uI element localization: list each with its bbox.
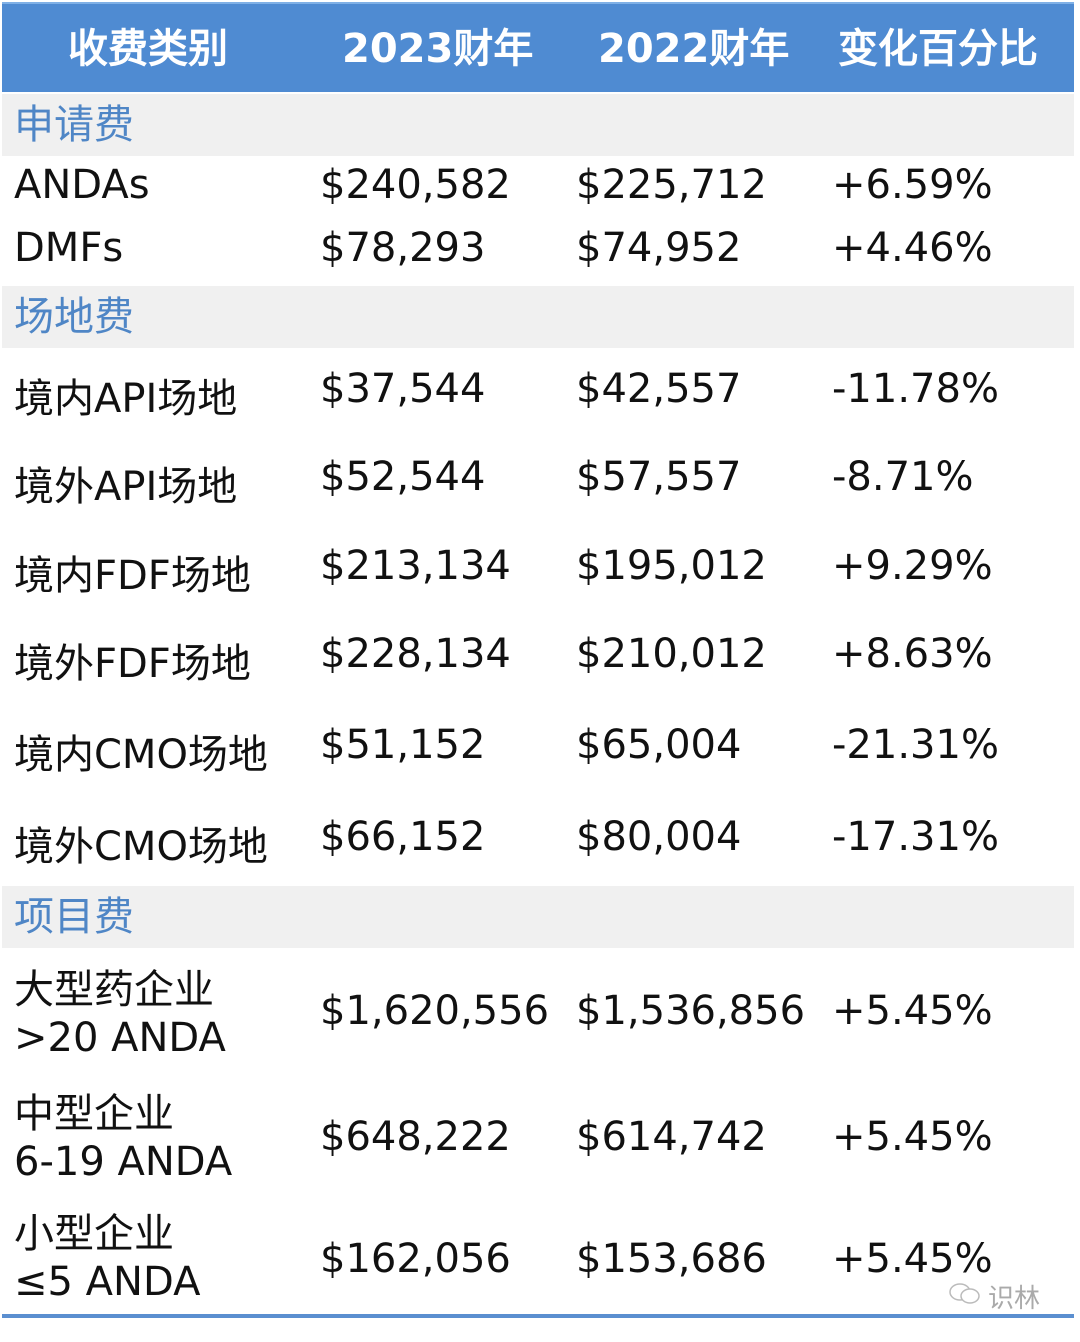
cell-fy2022: $57,557 bbox=[576, 454, 742, 500]
cell-fy2023: $1,620,556 bbox=[320, 988, 550, 1034]
cell-category: 境内FDF场地 bbox=[14, 553, 251, 599]
cell-fy2022: $153,686 bbox=[576, 1236, 767, 1282]
cell-category: DMFs bbox=[14, 225, 124, 271]
cell-change: -21.31% bbox=[832, 722, 999, 768]
cell-fy2023: $51,152 bbox=[320, 722, 486, 768]
cell-change: +9.29% bbox=[832, 543, 993, 589]
header-fy2022: 2022财年 bbox=[598, 26, 790, 72]
cell-change: -11.78% bbox=[832, 366, 999, 412]
cell-fy2023: $228,134 bbox=[320, 631, 511, 677]
cell-category: 小型企业 ≤5 ANDA bbox=[14, 1211, 201, 1305]
table-bottom-border bbox=[2, 1314, 1074, 1318]
cell-change: +5.45% bbox=[832, 1114, 993, 1160]
cell-fy2023: $648,222 bbox=[320, 1114, 511, 1160]
cell-fy2022: $1,536,856 bbox=[576, 988, 806, 1034]
cell-category: 大型药企业 >20 ANDA bbox=[14, 967, 226, 1061]
header-fy2023: 2023财年 bbox=[342, 26, 534, 72]
cell-change: -8.71% bbox=[832, 454, 974, 500]
section-program-fee: 项目费 bbox=[2, 886, 1074, 948]
section-title: 申请费 bbox=[14, 102, 134, 148]
cell-change: +5.45% bbox=[832, 1236, 993, 1282]
cell-fy2022: $195,012 bbox=[576, 543, 767, 589]
cell-fy2023: $52,544 bbox=[320, 454, 486, 500]
cell-fy2022: $74,952 bbox=[576, 225, 742, 271]
cell-fy2022: $614,742 bbox=[576, 1114, 767, 1160]
cell-category: ANDAs bbox=[14, 162, 150, 208]
section-title: 项目费 bbox=[14, 894, 134, 940]
section-site-fee: 场地费 bbox=[2, 286, 1074, 348]
cell-fy2022: $42,557 bbox=[576, 366, 742, 412]
cell-fy2022: $80,004 bbox=[576, 814, 742, 860]
cell-category: 境外API场地 bbox=[14, 464, 238, 510]
cell-fy2022: $210,012 bbox=[576, 631, 767, 677]
cell-fy2023: $213,134 bbox=[320, 543, 511, 589]
cell-category: 境内CMO场地 bbox=[14, 732, 268, 778]
cell-fy2023: $37,544 bbox=[320, 366, 486, 412]
cell-change: +6.59% bbox=[832, 162, 993, 208]
header-category: 收费类别 bbox=[68, 26, 228, 72]
cell-change: -17.31% bbox=[832, 814, 999, 860]
cell-fy2023: $162,056 bbox=[320, 1236, 511, 1282]
cell-category: 中型企业 6-19 ANDA bbox=[14, 1091, 233, 1185]
wechat-icon bbox=[949, 1283, 980, 1304]
cell-change: +4.46% bbox=[832, 225, 993, 271]
section-title: 场地费 bbox=[14, 294, 134, 340]
cell-fy2023: $240,582 bbox=[320, 162, 511, 208]
watermark-text: 识林 bbox=[988, 1284, 1041, 1314]
cell-category: 境外CMO场地 bbox=[14, 824, 268, 870]
cell-category: 境内API场地 bbox=[14, 376, 238, 422]
table-header: 收费类别 2023财年 2022财年 变化百分比 bbox=[2, 2, 1074, 92]
cell-fy2022: $225,712 bbox=[576, 162, 767, 208]
section-application-fee: 申请费 bbox=[2, 94, 1074, 156]
cell-fy2022: $65,004 bbox=[576, 722, 742, 768]
cell-fy2023: $78,293 bbox=[320, 225, 486, 271]
cell-change: +5.45% bbox=[832, 988, 993, 1034]
cell-change: +8.63% bbox=[832, 631, 993, 677]
header-change: 变化百分比 bbox=[838, 26, 1038, 72]
cell-category: 境外FDF场地 bbox=[14, 641, 251, 687]
cell-fy2023: $66,152 bbox=[320, 814, 486, 860]
